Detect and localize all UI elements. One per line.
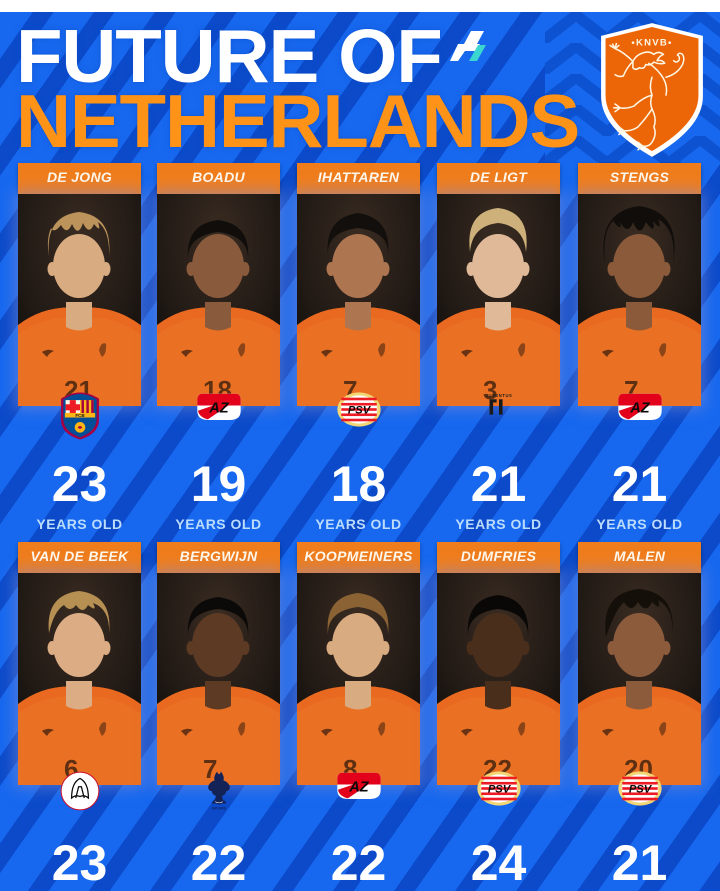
svg-text:SPURS: SPURS xyxy=(211,806,225,810)
svg-text:PSV: PSV xyxy=(628,783,652,795)
svg-text:PSV: PSV xyxy=(347,404,371,416)
svg-text:FCB: FCB xyxy=(75,413,85,418)
svg-text:JUVENTUS: JUVENTUS xyxy=(485,393,512,398)
svg-text:AZ: AZ xyxy=(629,401,650,417)
svg-text:•KNVB•: •KNVB• xyxy=(631,37,672,48)
svg-text:PSV: PSV xyxy=(487,783,511,795)
svg-text:AZ: AZ xyxy=(348,780,369,796)
svg-text:AZ: AZ xyxy=(208,401,229,417)
